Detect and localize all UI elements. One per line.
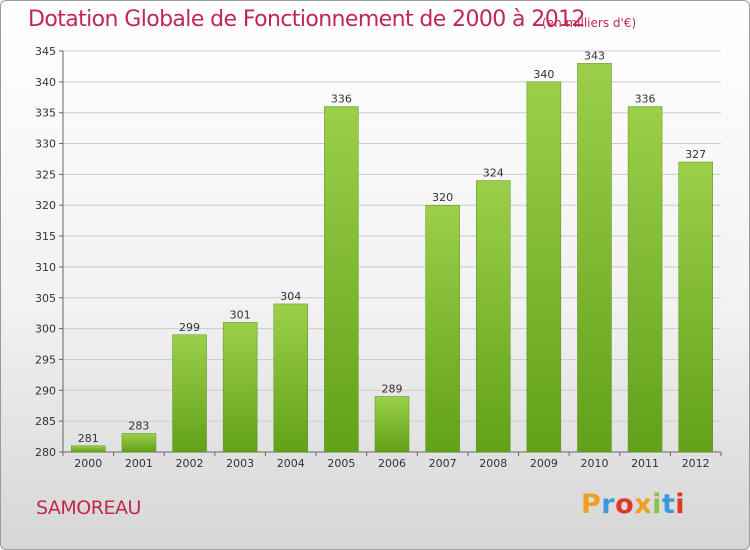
chart-title: Dotation Globale de Fonctionnement de 20… [28,7,586,32]
y-tick-label: 325 [35,168,56,181]
x-tick-label: 2007 [429,457,457,470]
x-tick-label: 2009 [530,457,558,470]
bar-2007 [425,204,460,453]
bar-2001 [121,433,157,453]
value-label-2004: 304 [280,290,301,303]
chart-unit: (en milliers d'€) [542,16,637,30]
x-tick-label: 2008 [479,457,507,470]
y-tick-label: 330 [35,138,56,151]
logo-letter: P [581,489,602,520]
y-tick-label: 320 [35,199,56,212]
bar-2010 [577,63,612,453]
x-tick-label: 2002 [176,457,204,470]
logo-letter: i [675,489,686,520]
commune-name: SAMOREAU [36,497,141,519]
value-label-2001: 283 [128,419,149,432]
value-label-2005: 336 [331,93,352,106]
logo-letter: r [601,489,616,520]
value-label-2003: 301 [230,308,251,321]
x-tick-label: 2005 [327,457,355,470]
value-label-2010: 343 [584,49,605,62]
x-tick-label: 2011 [631,457,659,470]
logo-letter: o [615,489,635,520]
value-label-2011: 336 [635,93,656,106]
y-tick-label: 285 [35,415,56,428]
bar-2004 [273,303,309,453]
x-tick-label: 2003 [226,457,254,470]
y-tick-label: 335 [35,107,56,120]
y-tick-label: 290 [35,384,56,397]
logo-letter: i [652,489,662,520]
bar-2005 [324,106,359,453]
value-label-2007: 320 [432,191,453,204]
proxiti-logo[interactable]: Proxiti [581,489,685,520]
y-tick-label: 340 [35,76,56,89]
value-label-2000: 281 [78,432,99,445]
bars [71,63,713,453]
y-tick-label: 310 [35,261,56,274]
x-tick-label: 2000 [74,457,102,470]
x-tick-label: 2001 [125,457,153,470]
value-label-2008: 324 [483,167,504,180]
bar-2006 [374,396,410,453]
bar-2009 [526,81,562,453]
x-tick-label: 2004 [277,457,305,470]
bar-2008 [475,180,511,453]
bar-2002 [172,334,207,453]
x-tick-label: 2010 [580,457,608,470]
x-tick-label: 2012 [682,457,710,470]
y-tick-label: 300 [35,323,56,336]
labels: 280 285 290 295 300 305 310 315 320 325 330 335 340 3… [35,45,710,470]
logo-letter: x [634,489,653,520]
value-label-2009: 340 [533,68,554,81]
bar-2012 [678,161,713,453]
y-tick-label: 295 [35,353,56,366]
value-label-2002: 299 [179,321,200,334]
value-label-2006: 289 [382,382,403,395]
y-tick-label: 315 [35,230,56,243]
logo-letter: t [661,489,676,520]
y-tick-label: 280 [35,446,56,459]
bar-2011 [627,106,663,453]
y-tick-label: 305 [35,292,56,305]
value-label-2012: 327 [685,148,706,161]
bar-2000 [71,445,106,453]
y-tick-label: 345 [35,45,56,58]
bar-2003 [222,322,258,453]
x-tick-label: 2006 [378,457,406,470]
